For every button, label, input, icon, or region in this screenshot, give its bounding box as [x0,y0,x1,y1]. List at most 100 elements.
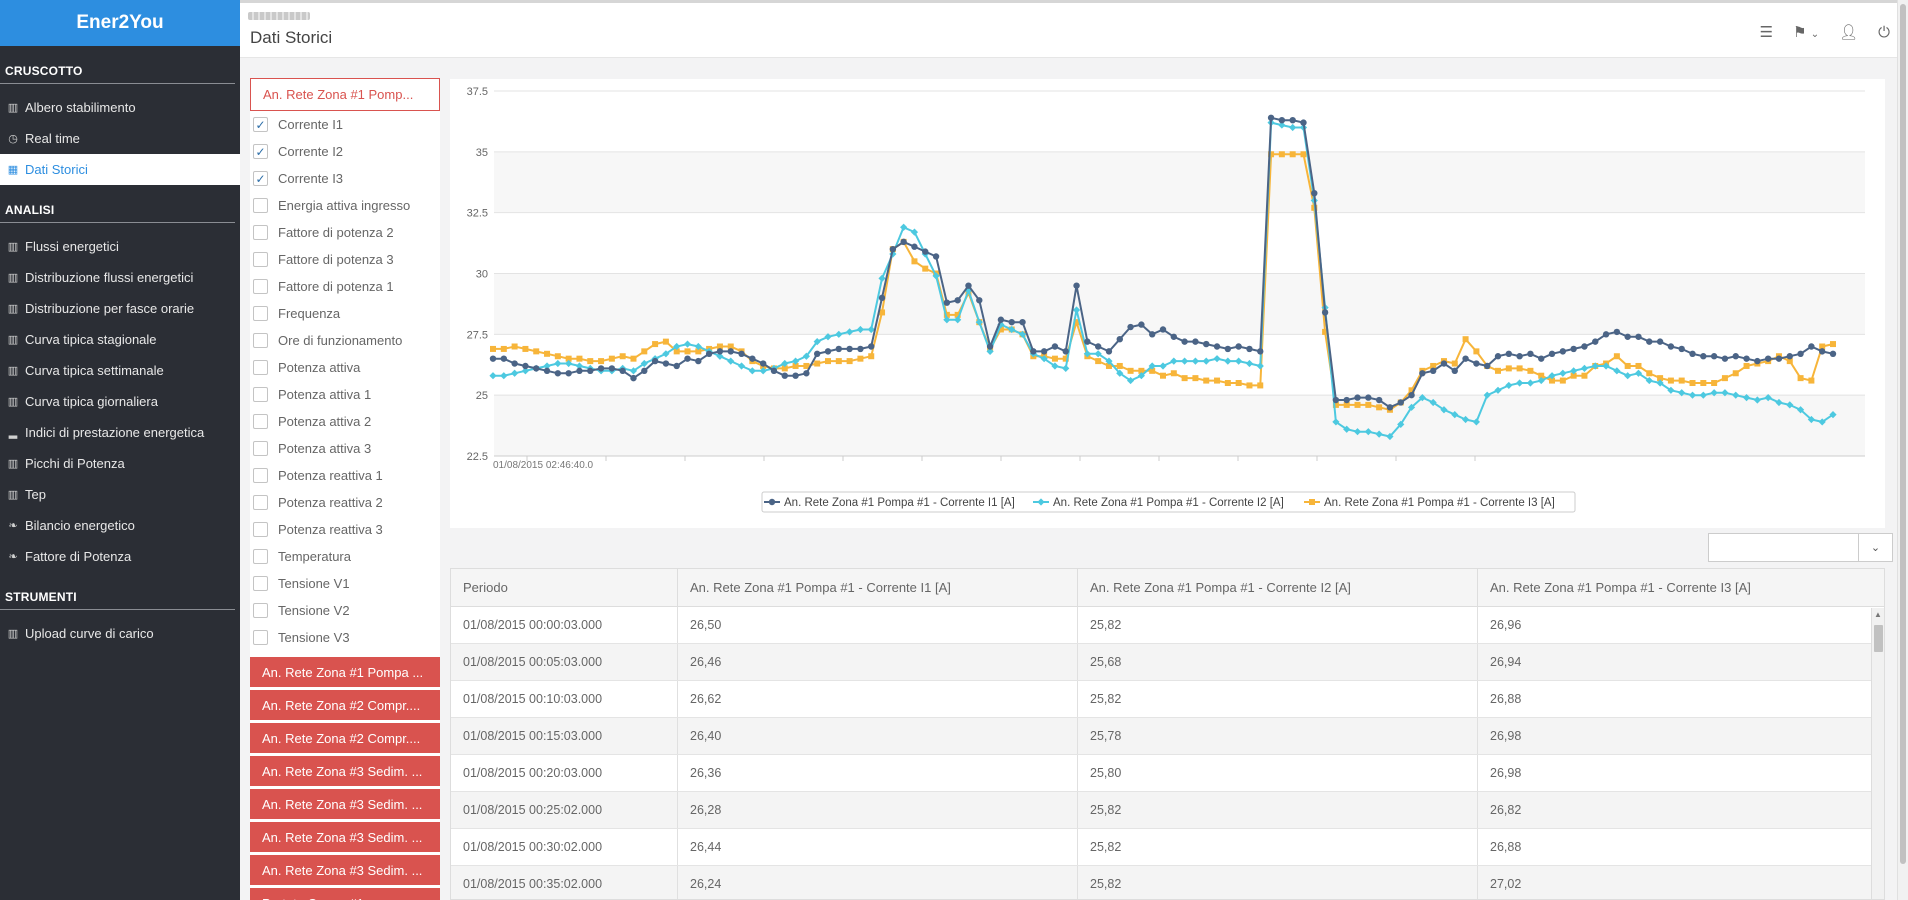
data-point[interactable] [781,372,788,379]
data-point[interactable] [1116,369,1124,377]
data-point[interactable] [608,365,616,372]
data-point[interactable] [641,367,648,375]
data-point[interactable] [738,350,745,357]
data-point[interactable] [1170,333,1178,340]
data-point[interactable] [598,358,605,365]
data-point[interactable] [1624,372,1632,380]
data-point[interactable] [1257,348,1264,355]
data-point[interactable] [1419,370,1426,377]
data-point[interactable] [1030,348,1037,355]
data-point[interactable] [1397,420,1405,428]
data-point[interactable] [954,297,961,304]
data-point[interactable] [489,355,497,362]
data-point[interactable] [1343,425,1351,433]
data-point[interactable] [1743,355,1750,362]
data-point[interactable] [1018,330,1027,338]
data-point[interactable] [1375,396,1383,404]
data-point[interactable] [1365,394,1372,401]
data-point[interactable] [1181,375,1188,382]
data-point[interactable] [1786,353,1793,360]
param-check-row[interactable]: Potenza attiva 2 [250,408,440,435]
data-point[interactable] [857,345,864,353]
data-point[interactable] [1656,379,1664,387]
data-point[interactable] [889,245,897,253]
data-point[interactable] [932,253,940,260]
data-point[interactable] [868,343,875,350]
data-point[interactable] [533,348,540,355]
data-point[interactable] [1819,343,1826,350]
data-point[interactable] [1084,338,1091,345]
data-point[interactable] [1613,367,1621,375]
data-point[interactable] [1624,333,1631,340]
data-point[interactable] [619,367,626,375]
data-point[interactable] [544,350,551,357]
table-row[interactable]: 01/08/2015 00:35:02.000 26,24 25,82 27,02 [451,866,1884,899]
data-point[interactable] [954,316,962,324]
data-point[interactable] [1386,404,1394,411]
data-point[interactable] [846,358,853,365]
data-point[interactable] [1602,362,1610,370]
data-point[interactable] [1138,367,1145,374]
data-point[interactable] [1105,362,1112,369]
data-point[interactable] [1073,319,1080,326]
data-point[interactable] [1581,372,1588,379]
data-point[interactable] [1160,372,1166,379]
data-point[interactable] [1159,362,1167,370]
data-point[interactable] [1516,379,1524,387]
table-scrollbar[interactable]: ▲ [1871,608,1884,899]
data-point[interactable] [986,347,994,355]
data-point[interactable] [500,372,508,380]
data-point[interactable] [1364,428,1372,436]
table-scrollbar-thumb[interactable] [1874,625,1883,652]
data-point[interactable] [1678,345,1685,353]
data-point[interactable] [1613,328,1621,336]
data-point[interactable] [1711,380,1718,386]
data-point[interactable] [997,326,1004,333]
table-row[interactable]: 01/08/2015 00:05:03.000 26,46 25,68 26,94 [451,644,1884,681]
data-point[interactable] [1376,404,1383,411]
data-point[interactable] [727,343,734,350]
data-point[interactable] [1429,398,1437,407]
data-point[interactable] [759,367,767,375]
data-point[interactable] [1214,377,1221,384]
data-point[interactable] [1170,357,1178,365]
data-point[interactable] [1461,415,1470,424]
param-check-row[interactable]: Fattore di potenza 3 [250,246,440,273]
data-point[interactable] [1040,355,1048,363]
data-point[interactable] [1473,360,1480,367]
data-point[interactable] [1386,432,1394,441]
data-point[interactable] [1062,355,1069,362]
data-point[interactable] [619,353,626,360]
param-group-button[interactable]: An. Rete Zona #3 Sedim. ... [250,789,440,819]
data-point[interactable] [1559,369,1567,377]
data-point[interactable] [565,355,572,362]
data-point[interactable] [673,362,680,370]
data-point[interactable] [1657,375,1664,382]
data-point[interactable] [759,360,767,367]
power-icon[interactable]: ⏻ [1878,23,1890,41]
data-point[interactable] [1300,151,1307,158]
data-point[interactable] [825,358,831,365]
data-point[interactable] [1667,343,1675,350]
sidebar-item[interactable]: ❧ Bilancio energetico [0,510,240,541]
data-point[interactable] [716,348,724,355]
data-point[interactable] [1667,386,1675,394]
data-point[interactable] [662,338,669,345]
checkbox[interactable] [253,333,268,348]
data-point[interactable] [1591,362,1599,370]
data-point[interactable] [490,345,496,352]
data-point[interactable] [1807,415,1815,424]
checkbox[interactable] [253,630,268,645]
legend-item[interactable]: An. Rete Zona #1 Pompa #1 - Corrente I2 … [1033,497,1284,509]
data-point[interactable] [1365,401,1372,408]
data-point[interactable] [1527,367,1534,374]
data-point[interactable] [1246,382,1253,389]
data-point[interactable] [1073,282,1080,289]
data-point[interactable] [1148,362,1156,370]
checkbox[interactable] [253,603,268,618]
data-point[interactable] [1505,365,1512,372]
data-point[interactable] [489,372,497,380]
data-point[interactable] [900,223,908,231]
data-point[interactable] [1353,428,1362,436]
data-point[interactable] [1516,365,1523,372]
